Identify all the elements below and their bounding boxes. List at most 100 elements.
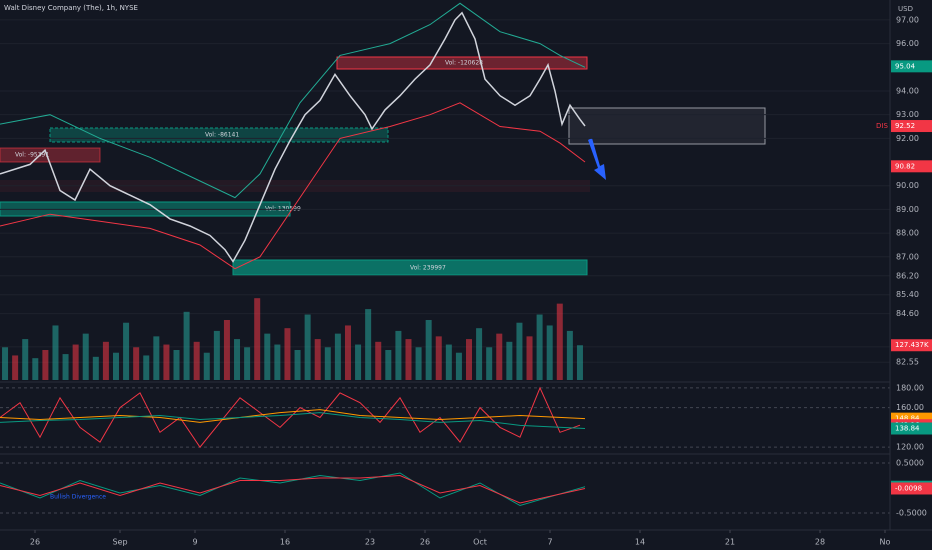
series-line [0,474,586,504]
arrow [588,138,606,180]
volume-bar [173,350,180,380]
volume-bar [425,320,432,380]
x-tick-label: 23 [365,538,375,547]
volume-bar [62,354,69,380]
volume-bar [123,322,130,380]
volume-bar [536,314,543,380]
price-badge [891,160,932,173]
volume-bar [516,322,523,380]
volume-bar [476,328,483,380]
x-tick-label: 14 [635,538,645,547]
volume-bar [254,298,261,380]
volume-bar [223,320,230,380]
annotation: Vol: -86141 [205,132,239,139]
x-tick-label: 28 [815,538,825,547]
price-axis [890,0,932,550]
volume-bar [314,339,321,380]
volume-bar [304,314,311,380]
y-tick-label: 82.55 [896,358,919,367]
annotation: Vol: -120628 [445,60,483,67]
price-badge-label: 92.52 [895,122,915,130]
volume-bar [72,344,79,380]
volume-bar [415,347,422,380]
volume-bar [435,336,442,380]
y-tick-label: 97.00 [896,15,919,24]
y-tick-label: 94.00 [896,86,919,95]
y-tick-label: 0.5000 [896,459,924,468]
price-badge-label: 138.84 [895,425,920,433]
volume-bar [52,325,59,380]
volume-bar [193,341,200,380]
volume-bar [385,350,392,380]
annotation: Bullish Divergence [50,494,106,501]
volume-bar [355,344,362,380]
volume-bar [264,333,271,380]
price-badge-label: 90.82 [895,162,915,170]
series-line [0,386,581,448]
volume-bar [153,336,160,380]
series-line [0,102,586,270]
volume-bar [163,344,170,380]
volume-bar [92,356,99,380]
annotation: Vol: -95391 [15,152,49,159]
price-badge-label: 95.04 [895,62,916,70]
series-line [0,409,586,423]
y-tick-label: 160.00 [896,403,924,412]
x-tick-label: No [880,538,891,547]
volume-bar [143,355,150,380]
x-tick-label: 7 [547,538,552,547]
x-tick-label: 16 [280,538,290,547]
price-badge-label: 148.84 [895,415,920,423]
volume-bar [102,341,109,380]
y-tick-label: 86.20 [896,271,919,280]
y-tick-label: 89.00 [896,205,919,214]
y-tick-label: 93.00 [896,110,919,119]
x-tick-label: 9 [192,538,197,547]
annotation: Vol: 239997 [410,265,446,272]
volume-bar [183,311,190,380]
volume-bar [32,358,39,380]
volume-bar [526,336,533,380]
chart-title: Walt Disney Company (The), 1h, NYSE [4,4,138,12]
y-tick-label: 84.60 [896,309,919,318]
y-tick-label: 90.00 [896,181,919,190]
volume-bar [274,344,281,380]
volume-bar [546,325,553,380]
volume-bar [395,330,402,380]
y-tick-label: 92.00 [896,134,919,143]
volume-bar [203,352,210,380]
volume-bar [2,347,9,380]
price-badge [891,482,932,495]
volume-bar [82,333,89,380]
x-tick-label: 26 [30,538,40,547]
volume-bar [445,344,452,380]
volume-bar [365,309,372,380]
volume-bar [284,328,291,380]
volume-bar [234,339,241,380]
volume-bar [576,345,583,380]
volume-bar [294,350,301,380]
currency: USD [898,5,913,13]
y-tick-label: 180.00 [896,383,924,392]
volume-bar [496,333,503,380]
volume-bar [112,352,119,380]
volume-bar [344,325,351,380]
volume-bar [42,350,49,380]
price-badge-label: 127.437K [895,341,929,349]
y-tick-label: 96.00 [896,39,919,48]
series-line [0,11,586,263]
price-badge-label: -0.0098 [895,484,922,492]
series-line [0,412,586,429]
volume-bar [566,330,573,380]
volume-bar [375,341,382,380]
volume-bar [334,333,341,380]
volume-bar [466,339,473,380]
x-tick-label: Oct [473,538,487,547]
y-tick-label: 88.00 [896,229,919,238]
zones: Vol: -95391 Vol: -86141 Vol: 130599 Vol:… [0,19,890,514]
price-badge [891,60,932,73]
volume-bar [486,347,493,380]
symbol: DIS [876,122,888,130]
supply-zone [336,56,588,70]
price-badge [891,422,932,435]
